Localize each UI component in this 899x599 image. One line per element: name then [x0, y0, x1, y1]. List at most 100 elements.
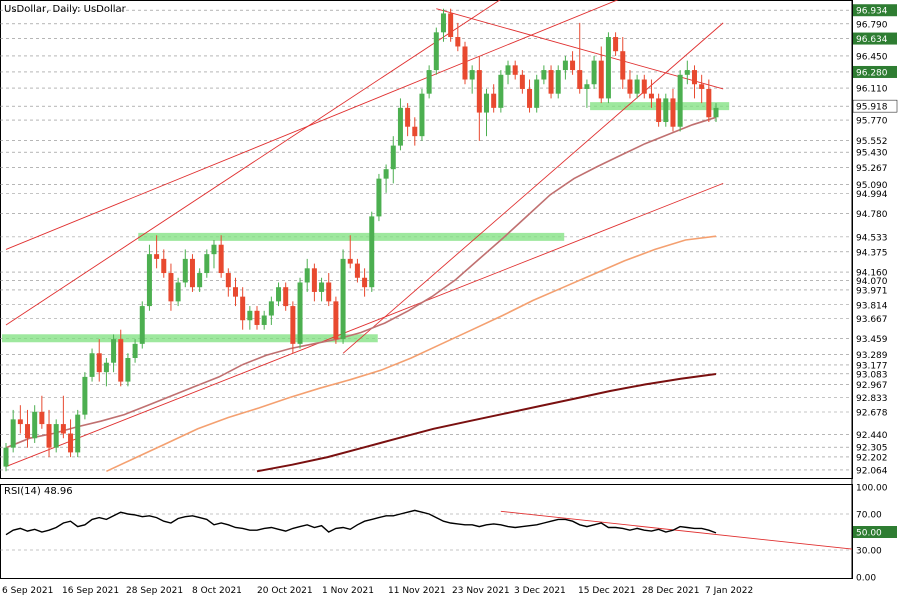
candle — [17, 405, 23, 434]
candle-body — [541, 70, 547, 80]
candle-body — [232, 287, 238, 297]
candle-body — [620, 51, 626, 80]
candle — [706, 79, 712, 122]
candle — [620, 37, 626, 89]
candle-body — [111, 339, 117, 363]
candle-body — [146, 254, 152, 307]
candle-body — [713, 107, 719, 118]
candle — [699, 74, 705, 104]
candle — [232, 277, 238, 307]
candle-body — [498, 74, 504, 108]
candle — [534, 74, 540, 113]
candle-body — [283, 287, 289, 307]
candle — [670, 88, 676, 132]
candle — [111, 334, 117, 373]
candle-body — [17, 419, 23, 425]
time-label: 16 Sep 2021 — [62, 586, 119, 596]
price-label-badge — [853, 65, 897, 78]
trend-line — [5, 0, 501, 326]
candle-body — [154, 254, 160, 259]
candle-body — [240, 296, 246, 321]
candle — [125, 353, 131, 387]
candle — [505, 60, 511, 85]
price-label: 96.450 — [856, 52, 888, 62]
candle — [605, 32, 611, 104]
candle-body — [60, 424, 66, 434]
candle-body — [10, 419, 16, 448]
candle-body — [534, 79, 540, 108]
candle-body — [648, 93, 654, 99]
moving-average-line — [5, 116, 717, 449]
candle-body — [383, 169, 389, 179]
price-label: 94.070 — [856, 277, 888, 287]
candle-body — [103, 362, 109, 373]
candle-body — [247, 310, 253, 321]
candle — [283, 282, 289, 311]
candle — [240, 287, 246, 330]
price-label: 94.994 — [856, 190, 888, 200]
candle — [139, 301, 145, 349]
candle — [247, 306, 253, 330]
candle-body — [118, 339, 124, 382]
candle — [362, 268, 368, 297]
candle — [340, 249, 346, 344]
support-zone — [2, 334, 378, 343]
candle — [469, 65, 475, 94]
candle-body — [670, 98, 676, 127]
candle-body — [706, 88, 712, 118]
candle-body — [591, 60, 597, 85]
candle-body — [476, 70, 482, 113]
candle — [333, 296, 339, 344]
rsi-label: 0.00 — [856, 574, 876, 584]
candle-body — [512, 65, 518, 75]
candle-body — [505, 65, 511, 75]
candle-body — [405, 107, 411, 127]
candle-body — [340, 258, 346, 340]
candle — [512, 60, 518, 80]
candle — [412, 117, 418, 146]
candle — [204, 249, 210, 278]
candle — [311, 263, 317, 302]
rsi-line — [5, 509, 717, 536]
price-label: 92.064 — [856, 466, 888, 476]
time-label: 3 Dec 2021 — [514, 586, 566, 596]
chart-title: UsDollar, Daily: UsDollar — [4, 4, 127, 15]
candle-body — [304, 268, 310, 283]
support-zones — [2, 102, 730, 343]
rsi-trend-line — [500, 510, 852, 550]
price-label-badge — [853, 32, 897, 45]
candle-body — [319, 282, 325, 292]
candle-body — [32, 411, 38, 439]
candle-body — [168, 273, 174, 302]
candle — [175, 277, 181, 307]
rsi-layer: 100.00 70.00 50.00 30.00 0.00 — [0, 484, 897, 584]
candle — [154, 235, 160, 269]
trend-line — [5, 0, 619, 250]
candle-body — [390, 145, 396, 170]
candle — [32, 405, 38, 443]
rsi-label: 70.00 — [856, 511, 882, 521]
rsi-badge — [853, 526, 897, 538]
candle-body — [290, 306, 296, 344]
price-label: 93.971 — [856, 286, 888, 296]
candle-body — [204, 254, 210, 274]
price-label: 96.790 — [856, 20, 888, 30]
candle — [218, 235, 224, 278]
rsi-label: 100.00 — [856, 484, 888, 494]
candle-body — [311, 268, 317, 292]
candle-body — [548, 70, 554, 94]
candle-body — [584, 84, 590, 89]
candle-body — [699, 84, 705, 89]
candle — [548, 65, 554, 99]
candle — [82, 372, 88, 420]
candle-body — [426, 70, 432, 94]
candle-body — [491, 93, 497, 108]
candle — [570, 51, 576, 75]
candle-body — [433, 32, 439, 71]
candle-body — [211, 244, 217, 255]
candle — [383, 164, 389, 193]
price-label: 93.177 — [856, 361, 888, 371]
candle — [103, 358, 109, 387]
candle — [448, 8, 454, 42]
candle-body — [197, 273, 203, 288]
